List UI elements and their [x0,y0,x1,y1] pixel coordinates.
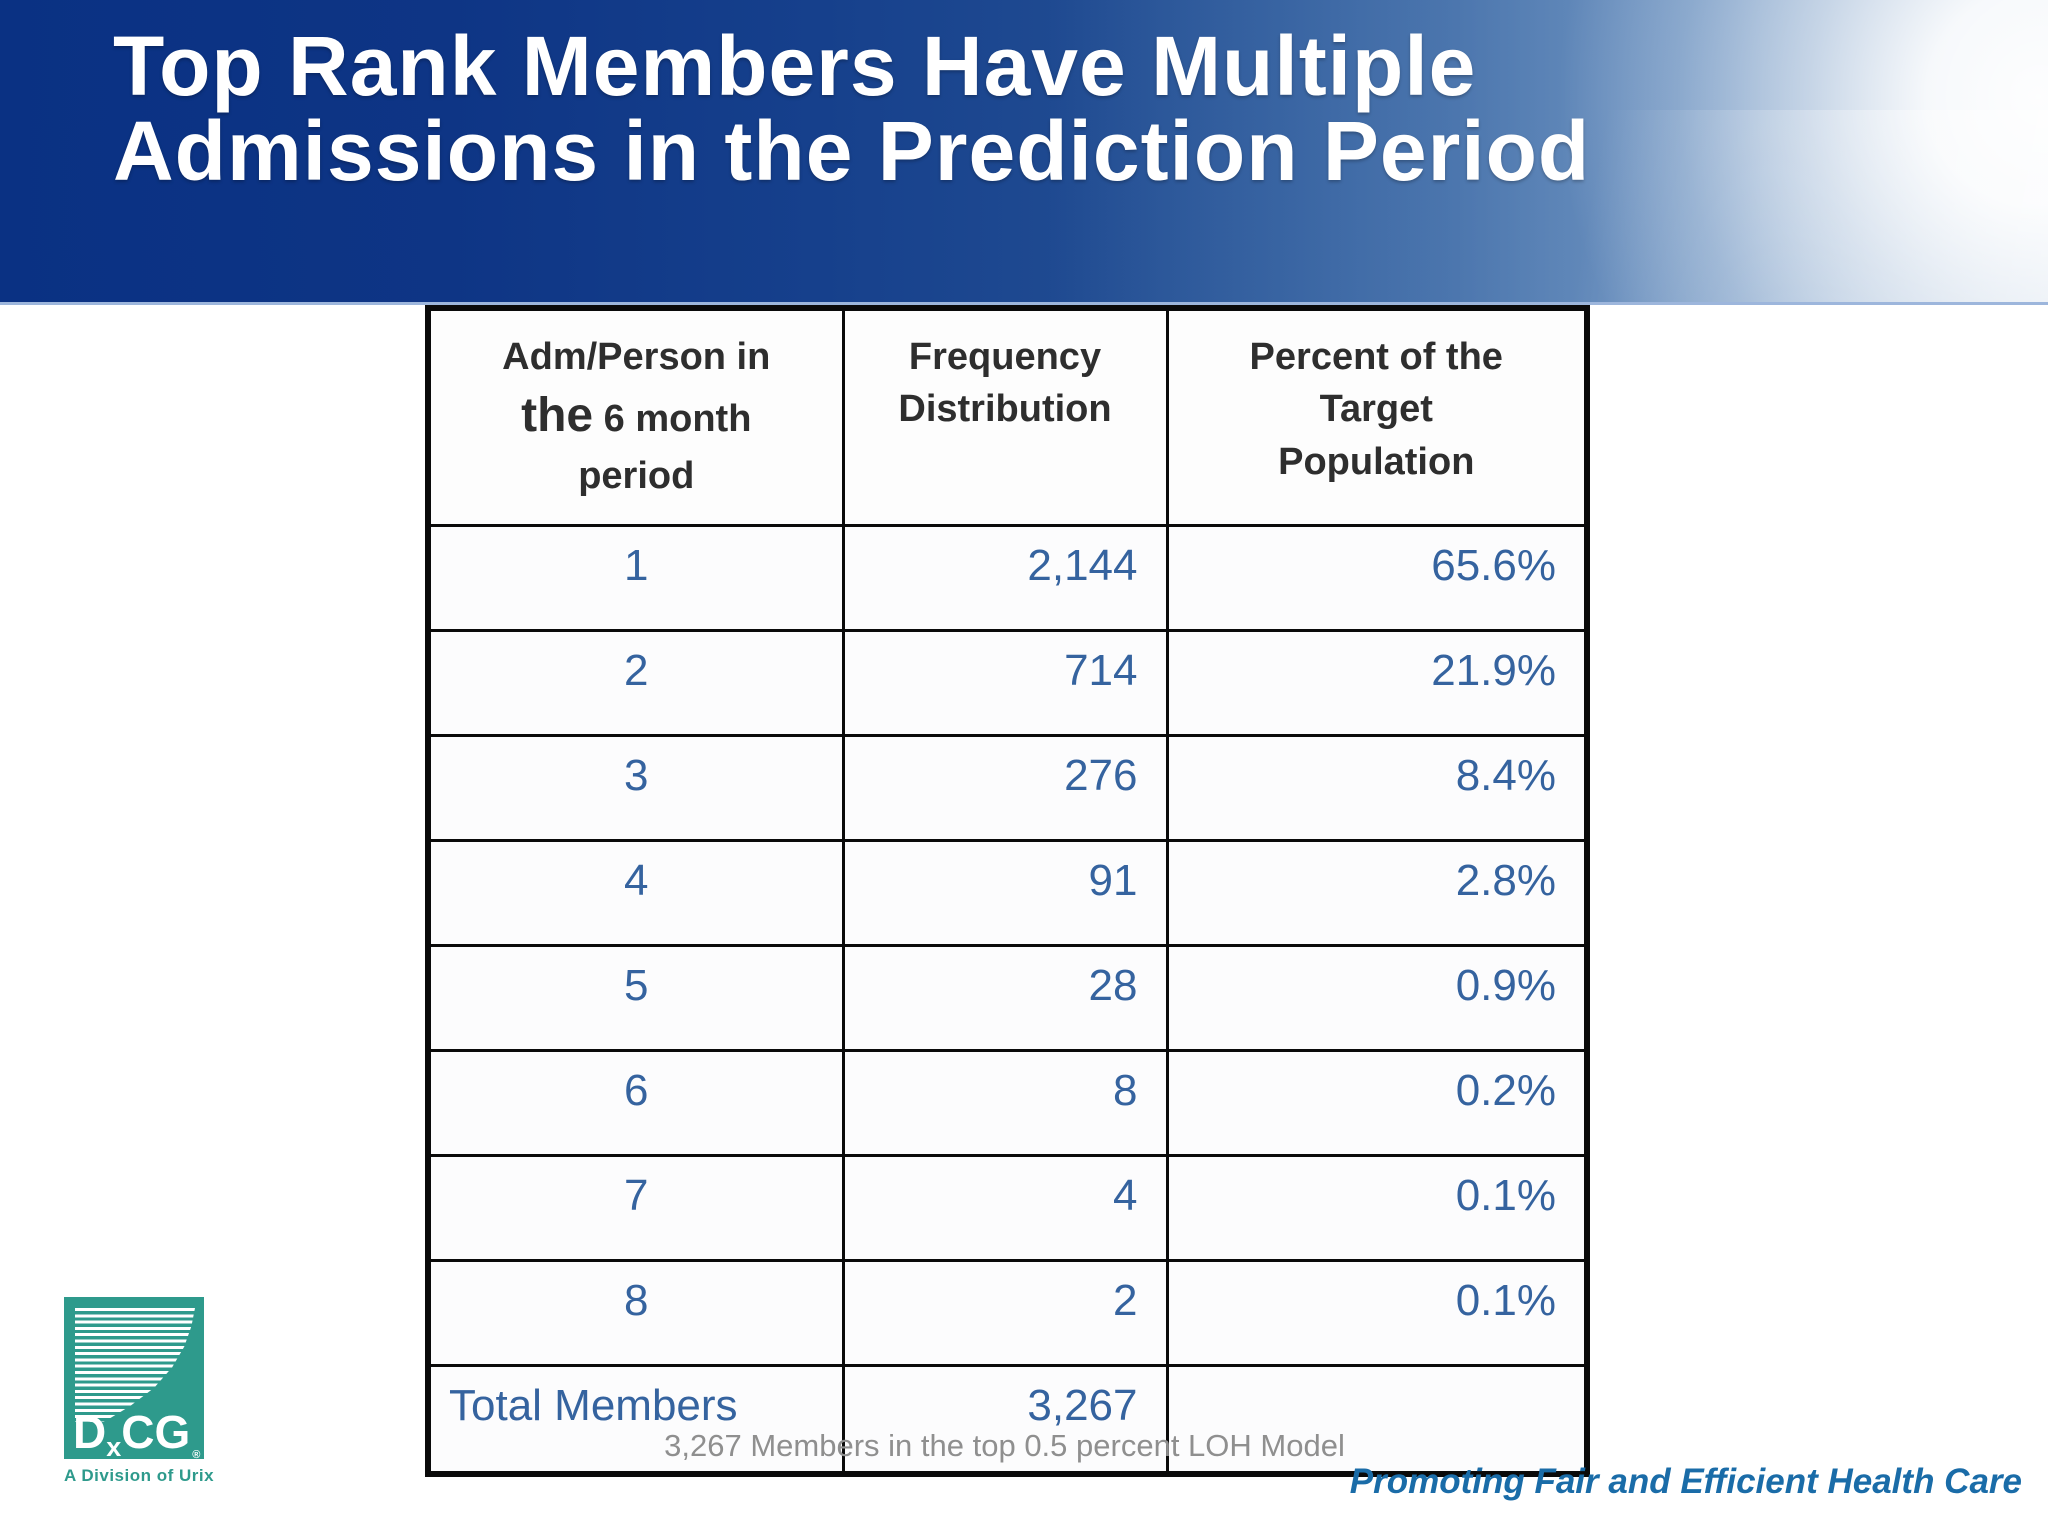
slide-title-line1: Top Rank Members Have Multiple [113,19,1477,113]
cell-total-label: Total Members [426,1364,845,1476]
slide-title: Top Rank Members Have Multiple Admission… [113,24,1590,194]
cell-total-frequency: 3,267 [841,1364,1169,1476]
cell-percent: 0.1% [1165,1154,1589,1262]
cell-percent: 65.6% [1165,524,1589,632]
cell-adm-person: 4 [426,839,845,947]
table-row: 1 2,144 65.6% [426,524,1589,632]
registered-mark-icon: ® [192,1449,201,1461]
table-row: 3 276 8.4% [426,734,1589,842]
column-header-adm-person: Adm/Person in the 6 month period [426,306,845,527]
cell-frequency: 4 [841,1154,1169,1262]
dxcg-logo-mark: DxCG ® [64,1297,204,1461]
cell-percent: 0.1% [1165,1259,1589,1367]
table-row: 7 4 0.1% [426,1154,1589,1262]
frequency-header-line1: Frequency [908,336,1102,378]
logo-letters-cg: CG [121,1406,191,1458]
cell-adm-person: 7 [426,1154,845,1262]
cell-adm-person: 1 [426,524,845,632]
column-header-frequency: Frequency Distribution [841,306,1169,527]
sun-ray-graphic [1288,110,2048,302]
adm-header-the: the [521,389,594,443]
dxcg-logo: DxCG ® A Division of Urix [64,1297,214,1486]
table-row: 8 2 0.1% [426,1259,1589,1367]
slide-title-line2: Admissions in the Prediction Period [113,103,1591,198]
cell-percent: 2.8% [1165,839,1589,947]
cell-frequency: 2 [841,1259,1169,1367]
table-row: 2 714 21.9% [426,629,1589,737]
cell-adm-person: 2 [426,629,845,737]
cell-adm-person: 8 [426,1259,845,1367]
adm-header-line1: Adm/Person in [502,336,771,378]
percent-header-line3: Population [1278,440,1475,483]
table-row: 4 91 2.8% [426,839,1589,947]
cell-adm-person: 6 [426,1049,845,1157]
adm-header-line3: period [578,454,695,497]
percent-header-line1: Percent of the [1249,336,1503,378]
cell-frequency: 91 [841,839,1169,947]
adm-header-6month: 6 month [593,398,752,441]
cell-percent: 21.9% [1165,629,1589,737]
cell-percent: 0.9% [1165,944,1589,1052]
table-total-row: Total Members 3,267 [426,1364,1589,1476]
table-row: 5 28 0.9% [426,944,1589,1052]
logo-letter-d: D [73,1406,107,1458]
frequency-table: Adm/Person in the 6 month period Frequen… [425,305,1590,1477]
logo-wordmark: DxCG ® [73,1406,200,1461]
table-caption: 3,267 Members in the top 0.5 percent LOH… [664,1428,1345,1463]
cell-percent: 0.2% [1165,1049,1589,1157]
cell-adm-person: 5 [426,944,845,1052]
footer-tagline: Promoting Fair and Efficient Health Care [1349,1462,2022,1501]
percent-header-line2: Target [1319,388,1433,431]
cell-frequency: 2,144 [841,524,1169,632]
logo-stripes-graphic [75,1308,195,1422]
logo-tagline: A Division of Urix [64,1466,215,1485]
logo-letter-x: x [106,1432,122,1462]
cell-frequency: 714 [841,629,1169,737]
cell-percent: 8.4% [1165,734,1589,842]
adm-header-line2: the 6 month [432,383,841,449]
table-header-row: Adm/Person in the 6 month period Frequen… [426,306,1589,527]
frequency-header-line2: Distribution [898,388,1112,431]
cell-adm-person: 3 [426,734,845,842]
cell-total-percent [1165,1364,1589,1476]
cell-frequency: 28 [841,944,1169,1052]
column-header-percent: Percent of the Target Population [1165,306,1589,527]
title-banner: Top Rank Members Have Multiple Admission… [0,0,2048,305]
cell-frequency: 276 [841,734,1169,842]
table-row: 6 8 0.2% [426,1049,1589,1157]
cell-frequency: 8 [841,1049,1169,1157]
